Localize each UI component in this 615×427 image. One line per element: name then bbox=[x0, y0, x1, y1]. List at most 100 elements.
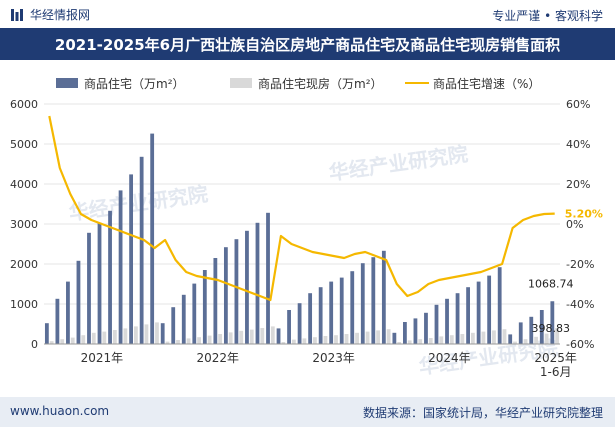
sales-bars bbox=[44, 133, 555, 344]
legend-label-1: 商品住宅现房（万m²） bbox=[258, 76, 383, 91]
sales-bar-11 bbox=[160, 323, 165, 344]
stock-bar-16 bbox=[218, 334, 223, 344]
y-right-tick-2: -20% bbox=[566, 258, 594, 271]
stock-bar-37 bbox=[439, 336, 444, 344]
x-label-4-1: 1-6月 bbox=[540, 365, 572, 379]
stock-bar-15 bbox=[207, 335, 212, 344]
sales-bar-2 bbox=[66, 281, 70, 344]
sales-bar-16 bbox=[213, 258, 218, 344]
brand-logo-icon bbox=[11, 8, 23, 21]
stock-bar-2 bbox=[70, 337, 75, 344]
stock-bar-14 bbox=[197, 337, 201, 344]
y-right-tick-4: 20% bbox=[566, 178, 590, 191]
stock-bar-45 bbox=[523, 339, 528, 344]
sales-bar-12 bbox=[171, 307, 176, 344]
stock-bar-0 bbox=[49, 341, 54, 344]
stock-bar-12 bbox=[176, 340, 180, 344]
y-left-tick-3: 3000 bbox=[10, 218, 38, 231]
footer-website[interactable]: www.huaon.com bbox=[10, 404, 110, 418]
sales-bar-32 bbox=[381, 250, 386, 344]
sales-bar-40 bbox=[466, 287, 470, 344]
stock-bar-29 bbox=[355, 332, 359, 344]
stock-bar-11 bbox=[165, 341, 170, 344]
sales-bar-19 bbox=[245, 230, 249, 344]
sales-bar-17 bbox=[223, 247, 228, 344]
sales-bar-21 bbox=[266, 212, 270, 344]
growth-line-path bbox=[48, 115, 555, 302]
stock-bar-24 bbox=[302, 338, 307, 344]
y-left-tick-2: 2000 bbox=[10, 258, 38, 271]
y-left-tick-5: 5000 bbox=[10, 138, 38, 151]
sales-bar-33 bbox=[392, 332, 397, 344]
sales-bar-34 bbox=[403, 322, 407, 344]
sales-bar-10 bbox=[150, 133, 155, 344]
sales-bar-31 bbox=[371, 257, 376, 344]
stock-bar-3 bbox=[81, 335, 86, 344]
sales-bar-13 bbox=[181, 294, 186, 344]
stock-bar-46 bbox=[534, 336, 538, 344]
sales-bar-20 bbox=[255, 222, 260, 344]
sales-bar-25 bbox=[308, 293, 313, 344]
stock-bar-27 bbox=[334, 335, 338, 344]
sales-bar-15 bbox=[202, 270, 207, 344]
sales-bar-27 bbox=[329, 281, 334, 344]
x-label-3-0: 2024年 bbox=[428, 351, 471, 365]
y-right-tick-6: 60% bbox=[566, 98, 590, 111]
sales-bar-43 bbox=[497, 267, 502, 344]
stock-bar-31 bbox=[376, 330, 381, 344]
sales-bar-3 bbox=[76, 260, 81, 344]
stock-bar-39 bbox=[460, 334, 465, 344]
y-left-tick-1: 1000 bbox=[10, 298, 38, 311]
tagline: 专业严谨 • 客观科学 bbox=[492, 9, 603, 23]
stock-bar-41 bbox=[481, 331, 486, 344]
sales-bar-6 bbox=[108, 210, 112, 344]
sales-bar-47 bbox=[539, 310, 544, 344]
sales-bar-36 bbox=[424, 312, 428, 344]
growth-line bbox=[48, 115, 555, 302]
footer-source: 数据来源：国家统计局，华经产业研究院整理 bbox=[362, 406, 603, 420]
sales-bar-28 bbox=[339, 277, 344, 344]
footer: www.huaon.com 数据来源：国家统计局，华经产业研究院整理 bbox=[0, 397, 615, 427]
x-label-0-0: 2021年 bbox=[81, 351, 124, 365]
stock-bar-30 bbox=[365, 331, 370, 344]
stock-bar-26 bbox=[323, 336, 328, 344]
sales-bar-26 bbox=[318, 287, 323, 344]
y-right-tick-3: 0% bbox=[566, 218, 583, 231]
stock-bar-7 bbox=[123, 328, 128, 344]
sales-bar-39 bbox=[455, 293, 460, 344]
stock-bar-48 bbox=[555, 328, 560, 344]
sales-bar-44 bbox=[508, 334, 513, 344]
stock-bar-10 bbox=[155, 322, 159, 344]
watermark-0: 华经产业研究院 bbox=[327, 142, 469, 185]
sales-bar-7 bbox=[118, 190, 123, 344]
stock-bar-18 bbox=[239, 330, 244, 344]
y-right-tick-1: -40% bbox=[566, 298, 594, 311]
y-left-tick-6: 6000 bbox=[10, 98, 38, 111]
sales-bar-41 bbox=[476, 281, 481, 344]
sales-bar-0 bbox=[44, 323, 49, 344]
data-labels: 1068.74 398.83 5.20% bbox=[528, 208, 603, 335]
legend-swatch-1 bbox=[230, 78, 252, 88]
x-label-4-0: 2025年 bbox=[534, 351, 577, 365]
legend-label-2: 商品住宅增速（%） bbox=[433, 76, 540, 91]
brand: 华经情报网 bbox=[10, 6, 90, 23]
sales-bar-30 bbox=[360, 263, 365, 344]
sales-last-label: 1068.74 bbox=[528, 277, 574, 290]
sales-bar-42 bbox=[487, 275, 492, 344]
top-bar: 华经情报网 专业严谨 • 客观科学 bbox=[0, 0, 615, 28]
stock-bar-28 bbox=[344, 334, 349, 344]
chart-title: 2021-2025年6月广西壮族自治区房地产商品住宅及商品住宅现房销售面积 bbox=[0, 28, 615, 60]
brand-name: 华经情报网 bbox=[30, 8, 91, 22]
stock-bar-20 bbox=[260, 328, 265, 344]
sales-bar-24 bbox=[297, 303, 302, 344]
sales-bar-22 bbox=[276, 328, 281, 344]
stock-bar-22 bbox=[281, 342, 286, 344]
stock-last-label: 398.83 bbox=[531, 322, 570, 335]
sales-bar-48 bbox=[550, 301, 555, 344]
legend-label-0: 商品住宅（万m²） bbox=[84, 76, 185, 91]
stock-bar-4 bbox=[91, 332, 96, 344]
x-label-2-0: 2023年 bbox=[312, 351, 355, 365]
y-left-tick-4: 4000 bbox=[10, 178, 38, 191]
stock-bar-38 bbox=[449, 335, 454, 344]
stock-bar-13 bbox=[186, 338, 191, 344]
